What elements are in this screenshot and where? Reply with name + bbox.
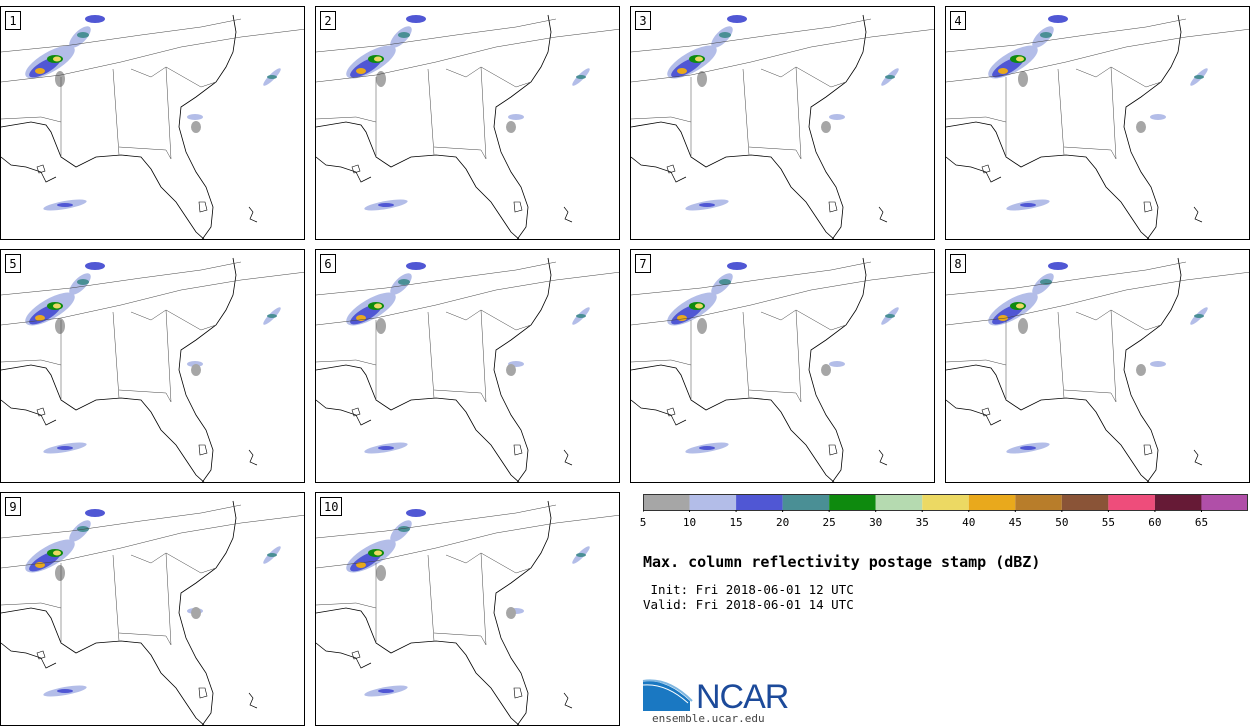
colorbar-tick-label: 30	[869, 516, 883, 529]
reflectivity-map	[631, 257, 934, 482]
panel-number: 6	[320, 254, 336, 273]
map-panel: 7	[630, 249, 935, 483]
colorbar-segment	[736, 495, 783, 510]
panel-number: 10	[320, 497, 343, 516]
colorbar-tick-label: 45	[1008, 516, 1022, 529]
reflectivity-map	[631, 14, 934, 239]
colorbar-segment	[829, 495, 876, 510]
colorbar-tick-label: 60	[1148, 516, 1162, 529]
colorbar-segment	[782, 495, 830, 510]
colorbar-segment	[643, 495, 690, 510]
panel-number: 9	[5, 497, 21, 516]
reflectivity-map	[316, 500, 619, 725]
map-panel: 3	[630, 6, 935, 240]
colorbar-segment	[922, 495, 969, 510]
logo-url: ensemble.ucar.edu	[652, 712, 765, 725]
valid-time: Valid: Fri 2018-06-01 14 UTC	[643, 597, 854, 612]
panel-number: 4	[950, 11, 966, 30]
panel-number: 1	[5, 11, 21, 30]
colorbar-tick-label: 55	[1101, 516, 1115, 529]
reflectivity-map	[316, 257, 619, 482]
colorbar-segment	[1015, 495, 1062, 510]
colorbar-segment	[1108, 495, 1155, 510]
panel-number: 7	[635, 254, 651, 273]
panel-number: 5	[5, 254, 21, 273]
map-panel: 9	[0, 492, 305, 726]
chart-title: Max. column reflectivity postage stamp (…	[643, 553, 1041, 571]
map-panel: 5	[0, 249, 305, 483]
map-panel: 2	[315, 6, 620, 240]
colorbar-tick-label: 5	[639, 516, 647, 529]
colorbar-tick-label: 50	[1055, 516, 1069, 529]
map-panel: 1	[0, 6, 305, 240]
map-panel: 6	[315, 249, 620, 483]
colorbar-tick-label: 10	[682, 516, 697, 529]
map-panel: 10	[315, 492, 620, 726]
colorbar-tick-label: 15	[729, 516, 743, 529]
reflectivity-map	[1, 500, 304, 725]
reflectivity-map	[1, 257, 304, 482]
colorbar-segment	[1201, 495, 1248, 510]
colorbar-tick-label: 25	[822, 516, 836, 529]
panel-number: 3	[635, 11, 651, 30]
colorbar-segment	[1154, 495, 1202, 510]
colorbar-tick-label: 20	[775, 516, 790, 529]
colorbar	[643, 494, 1248, 512]
reflectivity-map	[946, 257, 1249, 482]
colorbar-segment	[968, 495, 1016, 510]
panel-number: 8	[950, 254, 966, 273]
colorbar-tick-label: 40	[962, 516, 976, 529]
map-panel: 8	[945, 249, 1250, 483]
ncar-logo-icon	[642, 679, 693, 711]
reflectivity-map	[1, 14, 304, 239]
init-time: Init: Fri 2018-06-01 12 UTC	[643, 582, 854, 597]
colorbar-segment	[875, 495, 923, 510]
panel-number: 2	[320, 11, 336, 30]
colorbar-tick-label: 65	[1194, 516, 1209, 529]
reflectivity-map	[946, 14, 1249, 239]
map-panel: 4	[945, 6, 1250, 240]
colorbar-segment	[1061, 495, 1109, 510]
colorbar-tick-label: 35	[915, 516, 929, 529]
colorbar-segment	[689, 495, 737, 510]
reflectivity-map	[316, 14, 619, 239]
logo-name: NCAR	[696, 678, 789, 716]
